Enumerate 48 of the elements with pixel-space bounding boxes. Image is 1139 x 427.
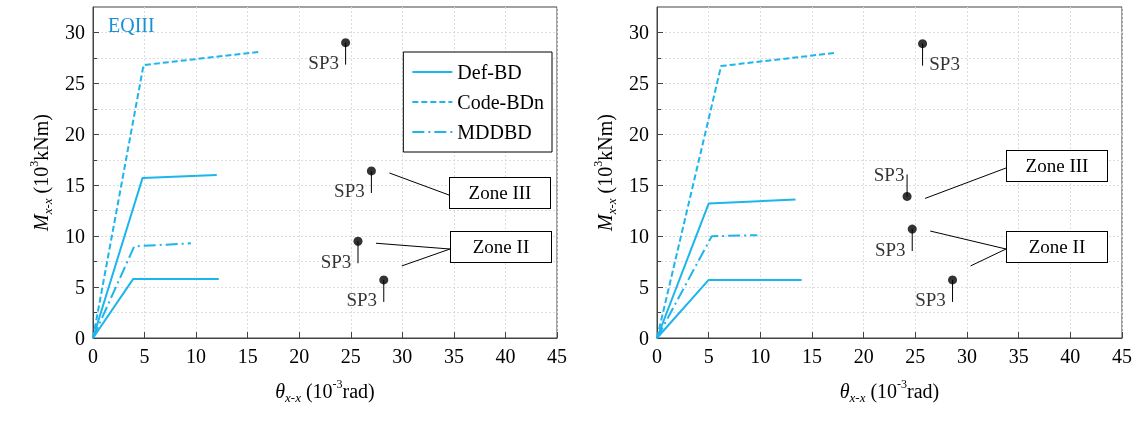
x-tick-label: 25: [905, 345, 926, 367]
y-tick-label: 30: [629, 21, 649, 44]
x-tick-label: 30: [392, 345, 413, 367]
legend-label: Def-BD: [457, 61, 522, 83]
annotation: SP3: [334, 180, 365, 202]
x-tick-label: 15: [802, 345, 822, 367]
annotation: SP3: [308, 52, 339, 74]
annotation: SP3: [929, 53, 960, 75]
annotation: Zone III: [449, 177, 551, 209]
chart-title: EQIII: [108, 14, 155, 36]
x-tick-label: 45: [1112, 345, 1132, 367]
y-tick-label: 20: [65, 123, 85, 146]
x-tick-label: 20: [853, 345, 874, 367]
legend-label: Code-BDn: [457, 91, 545, 113]
y-tick-label: 25: [65, 72, 85, 95]
x-tick-label: 5: [703, 345, 714, 367]
y-tick-label: 0: [639, 327, 649, 349]
y-tick-label: 15: [629, 174, 649, 197]
y-tick-label: 5: [639, 276, 649, 299]
x-tick-label: 10: [750, 345, 771, 367]
x-tick-label: 35: [1008, 345, 1029, 367]
x-tick-label: 10: [186, 345, 207, 367]
y-tick-label: 10: [629, 225, 649, 248]
x-tick-label: 15: [237, 345, 258, 367]
x-tick-label: 40: [1060, 345, 1081, 367]
y-tick-label: 30: [65, 21, 85, 44]
y-tick-label: 20: [629, 123, 649, 146]
x-tick-label: 20: [289, 345, 310, 367]
y-tick-label: 15: [65, 174, 85, 197]
annotation: SP3: [873, 163, 905, 185]
legend-label: MDDBD: [457, 121, 532, 143]
annotation: SP3: [874, 238, 906, 260]
x-tick-label: 25: [340, 345, 361, 367]
x-tick-label: 35: [443, 345, 464, 367]
y-tick-label: 10: [65, 225, 85, 248]
y-tick-label: 0: [75, 327, 85, 349]
x-tick-label: 45: [547, 345, 567, 367]
annotation: Zone II: [450, 231, 552, 263]
annotation: Zone III: [1006, 150, 1108, 182]
y-tick-label: 25: [629, 72, 649, 95]
annotation: SP3: [346, 289, 378, 311]
y-tick-label: 5: [75, 276, 85, 299]
annotation: Zone II: [1006, 231, 1108, 263]
annotation: SP3: [320, 250, 352, 272]
x-tick-label: 40: [495, 345, 516, 367]
x-tick-label: 5: [139, 345, 150, 367]
x-tick-label: 30: [957, 345, 977, 367]
annotation: SP3: [915, 289, 946, 311]
